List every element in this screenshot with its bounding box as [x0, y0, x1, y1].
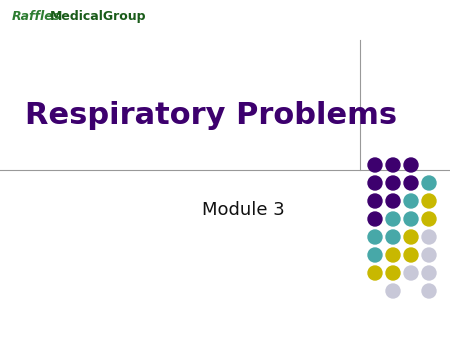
Circle shape	[386, 194, 400, 208]
Circle shape	[404, 248, 418, 262]
Circle shape	[368, 266, 382, 280]
Circle shape	[422, 176, 436, 190]
Text: MedicalGroup: MedicalGroup	[50, 10, 147, 23]
Circle shape	[404, 176, 418, 190]
Circle shape	[386, 230, 400, 244]
Circle shape	[368, 248, 382, 262]
Circle shape	[368, 230, 382, 244]
Text: Module 3: Module 3	[202, 201, 285, 219]
Text: Respiratory Problems: Respiratory Problems	[25, 100, 397, 129]
Circle shape	[422, 284, 436, 298]
Circle shape	[404, 266, 418, 280]
Circle shape	[422, 212, 436, 226]
Circle shape	[404, 230, 418, 244]
Circle shape	[368, 212, 382, 226]
Circle shape	[422, 248, 436, 262]
Circle shape	[386, 176, 400, 190]
Circle shape	[386, 212, 400, 226]
Text: Raffles: Raffles	[12, 10, 61, 23]
Circle shape	[404, 194, 418, 208]
Circle shape	[368, 158, 382, 172]
Circle shape	[386, 284, 400, 298]
Circle shape	[386, 266, 400, 280]
Circle shape	[368, 176, 382, 190]
Circle shape	[422, 230, 436, 244]
Circle shape	[386, 158, 400, 172]
Circle shape	[422, 194, 436, 208]
Circle shape	[422, 266, 436, 280]
Circle shape	[386, 248, 400, 262]
Circle shape	[368, 194, 382, 208]
Circle shape	[404, 212, 418, 226]
Circle shape	[404, 158, 418, 172]
